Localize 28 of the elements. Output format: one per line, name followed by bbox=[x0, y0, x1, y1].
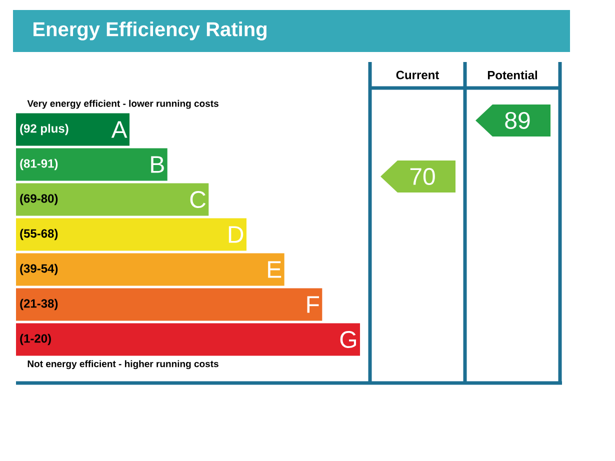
bar bbox=[16, 113, 130, 146]
bar bbox=[16, 218, 246, 251]
annotation: Not energy efficient - higher running costs bbox=[28, 360, 218, 370]
chart-title: Energy Efficiency Rating bbox=[34, 22, 266, 40]
text: Very energy efficient - lower running costs bbox=[27, 100, 218, 109]
annotation: C bbox=[190, 191, 206, 208]
y-tick-label: (21-38) bbox=[20, 298, 58, 310]
annotation: A bbox=[111, 121, 128, 138]
bar bbox=[16, 288, 322, 321]
category-label: Potential bbox=[488, 70, 537, 80]
bar bbox=[16, 253, 284, 286]
annotation: D bbox=[228, 226, 244, 243]
y-tick-label: (69-80) bbox=[20, 194, 58, 206]
category-label: Current bbox=[396, 70, 440, 80]
annotation: E bbox=[268, 261, 282, 278]
y-tick-label: (55-68) bbox=[20, 228, 58, 240]
bar bbox=[16, 323, 360, 356]
y-tick-label: (1-20) bbox=[20, 334, 51, 346]
y-tick-label: (92 plus) bbox=[20, 124, 68, 136]
data-label: 89 bbox=[505, 112, 530, 129]
annotation: G bbox=[340, 331, 356, 348]
annotation: B bbox=[151, 156, 164, 173]
y-tick-label: (39-54) bbox=[20, 264, 58, 276]
annotation: F bbox=[307, 296, 319, 313]
bar bbox=[16, 183, 209, 216]
bar bbox=[16, 148, 168, 181]
data-label: 70 bbox=[410, 168, 435, 185]
y-tick-label: (81-91) bbox=[20, 158, 58, 170]
